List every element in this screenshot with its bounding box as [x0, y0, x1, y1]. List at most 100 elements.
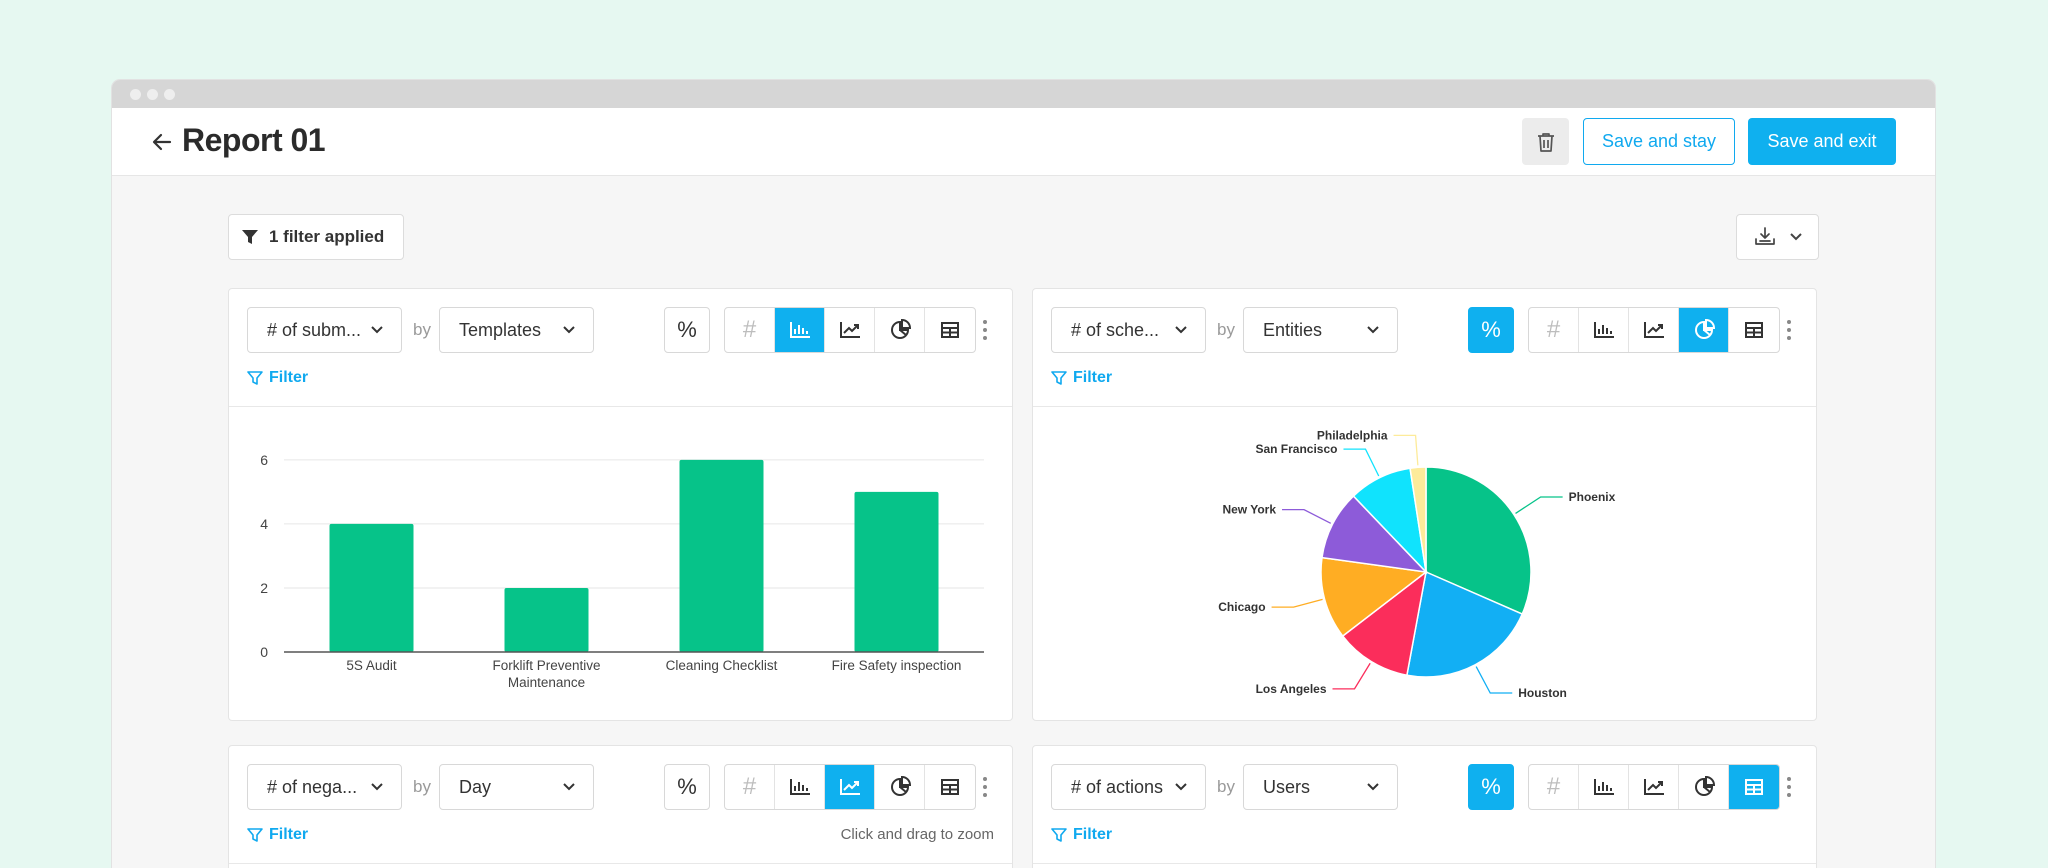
filters-button[interactable]: 1 filter applied	[228, 214, 404, 260]
group-value: Entities	[1263, 319, 1323, 340]
table-icon	[941, 322, 959, 338]
view-pie-button[interactable]	[875, 765, 925, 809]
x-tick-label: Cleaning Checklist	[666, 658, 778, 673]
view-number-button[interactable]: #	[725, 308, 775, 352]
export-button[interactable]	[1736, 214, 1819, 260]
chevron-down-icon	[563, 326, 575, 334]
filter-link[interactable]: Filter	[247, 369, 308, 387]
pie-slice[interactable]	[1341, 570, 1428, 677]
filters-label: 1 filter applied	[269, 227, 385, 246]
metric-dropdown[interactable]: # of nega...	[247, 764, 402, 810]
more-options-icon[interactable]	[1782, 773, 1796, 801]
hash-icon: #	[1546, 316, 1561, 343]
pie-chart-icon	[890, 319, 911, 339]
percent-toggle[interactable]: %	[1468, 307, 1514, 353]
view-pie-button[interactable]	[1679, 765, 1729, 809]
line-chart-icon	[839, 322, 860, 338]
percent-icon: %	[1481, 774, 1501, 799]
pie-label: Houston	[1518, 686, 1567, 700]
line-chart-icon	[839, 779, 860, 795]
view-pie-button[interactable]	[875, 308, 925, 352]
view-table-button[interactable]	[925, 765, 975, 809]
metric-dropdown[interactable]: # of sche...	[1051, 307, 1206, 353]
pie-slice[interactable]	[1321, 495, 1429, 574]
group-dropdown[interactable]: Users	[1243, 764, 1398, 810]
pie-chart: Phoenix Houston Los Angeles Chicago New York…	[1218, 428, 1616, 700]
percent-icon: %	[677, 317, 697, 342]
percent-toggle[interactable]: %	[664, 307, 710, 353]
window-dot	[147, 89, 158, 100]
y-tick-label: 2	[260, 580, 268, 596]
chevron-down-icon	[1175, 783, 1187, 791]
chevron-down-icon	[371, 783, 383, 791]
bar[interactable]	[854, 491, 939, 652]
save-and-stay-button[interactable]: Save and stay	[1583, 118, 1735, 165]
more-options-icon[interactable]	[978, 773, 992, 801]
report-card-users: # of actions by Users % #	[1032, 745, 1817, 868]
x-tick-label: Maintenance	[508, 675, 585, 690]
y-tick-label: 0	[260, 644, 268, 660]
report-card-templates: # of subm... by Templates % #	[228, 288, 1013, 721]
bar[interactable]	[504, 587, 589, 652]
view-number-button[interactable]: #	[1529, 308, 1579, 352]
view-line-button[interactable]	[1629, 308, 1679, 352]
download-icon	[1754, 227, 1775, 245]
y-tick-label: 6	[260, 452, 268, 468]
view-line-button[interactable]	[825, 308, 875, 352]
y-tick-label: 4	[260, 516, 268, 532]
group-dropdown[interactable]: Entities	[1243, 307, 1398, 353]
view-bar-button[interactable]	[1579, 765, 1629, 809]
bar-chart-icon	[1593, 322, 1614, 338]
page-title: Report 01	[182, 122, 326, 158]
pie-label: Phoenix	[1569, 490, 1616, 504]
report-header: Report 01 Save and stay Save and exit	[112, 108, 1935, 176]
view-line-button[interactable]	[1629, 765, 1679, 809]
view-bar-button[interactable]	[1579, 308, 1629, 352]
group-dropdown[interactable]: Day	[439, 764, 594, 810]
pie-slice[interactable]	[1425, 466, 1532, 616]
view-number-button[interactable]: #	[725, 765, 775, 809]
percent-toggle[interactable]: %	[664, 764, 710, 810]
metric-value: # of sche...	[1071, 319, 1160, 340]
pie-slice[interactable]	[1406, 570, 1524, 678]
x-tick-label: 5S Audit	[346, 658, 397, 673]
metric-dropdown[interactable]: # of subm...	[247, 307, 402, 353]
filter-link[interactable]: Filter	[1051, 826, 1112, 844]
view-bar-button[interactable]	[775, 308, 825, 352]
filter-outline-icon	[1051, 371, 1067, 385]
x-tick-label: Forklift Preventive	[492, 658, 600, 673]
pie-label: New York	[1222, 503, 1276, 517]
back-arrow-icon[interactable]	[148, 128, 176, 156]
card-controls: # of subm... by Templates % #	[229, 289, 1012, 407]
view-pie-button[interactable]	[1679, 308, 1729, 352]
pie-leader-line	[1475, 666, 1513, 694]
group-dropdown[interactable]: Templates	[439, 307, 594, 353]
view-table-button[interactable]	[1729, 765, 1779, 809]
percent-toggle[interactable]: %	[1468, 764, 1514, 810]
filter-label: Filter	[269, 369, 309, 386]
more-options-icon[interactable]	[1782, 316, 1796, 344]
report-card-day: # of nega... by Day % #	[228, 745, 1013, 868]
view-line-button[interactable]	[825, 765, 875, 809]
group-value: Templates	[459, 319, 542, 340]
pie-chart-icon	[1694, 776, 1715, 796]
save-and-exit-button[interactable]: Save and exit	[1748, 118, 1896, 165]
filter-link[interactable]: Filter	[247, 826, 308, 844]
pie-label: Philadelphia	[1317, 428, 1388, 442]
percent-icon: %	[1481, 317, 1501, 342]
bar[interactable]	[679, 459, 764, 652]
view-bar-button[interactable]	[775, 765, 825, 809]
metric-dropdown[interactable]: # of actions	[1051, 764, 1206, 810]
delete-button[interactable]	[1522, 118, 1569, 165]
pie-slice[interactable]	[1320, 556, 1428, 638]
filter-link[interactable]: Filter	[1051, 369, 1112, 387]
by-label: by	[413, 320, 431, 339]
view-number-button[interactable]: #	[1529, 765, 1579, 809]
line-chart-icon	[1643, 322, 1664, 338]
view-table-button[interactable]	[925, 308, 975, 352]
more-options-icon[interactable]	[978, 316, 992, 344]
pie-slice[interactable]	[1409, 466, 1427, 573]
bar[interactable]	[329, 523, 414, 652]
view-table-button[interactable]	[1729, 308, 1779, 352]
bar-chart-icon	[1593, 779, 1614, 795]
